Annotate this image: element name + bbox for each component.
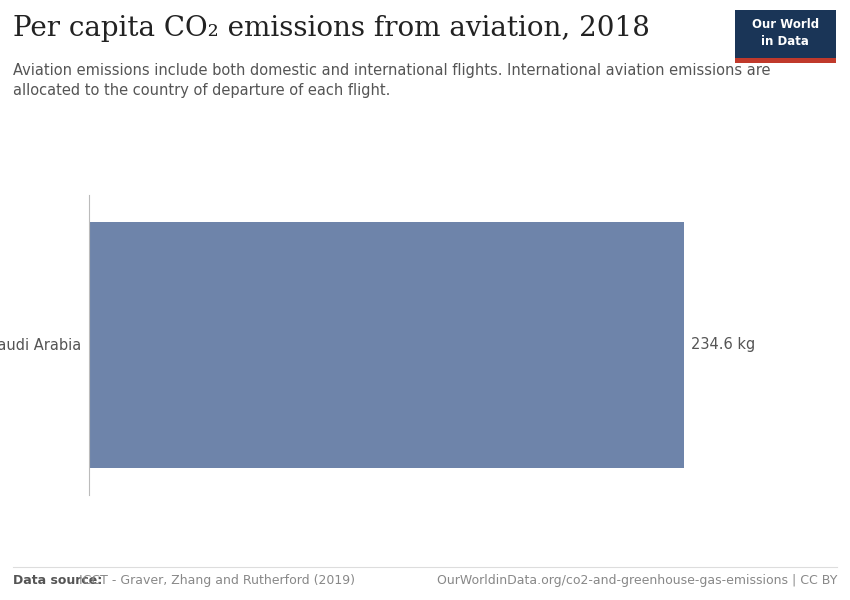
Text: Saudi Arabia: Saudi Arabia	[0, 337, 82, 352]
Text: ICCT - Graver, Zhang and Rutherford (2019): ICCT - Graver, Zhang and Rutherford (201…	[75, 574, 354, 587]
Text: Per capita CO₂ emissions from aviation, 2018: Per capita CO₂ emissions from aviation, …	[13, 15, 649, 42]
Text: 234.6 kg: 234.6 kg	[691, 337, 756, 352]
Text: OurWorldinData.org/co2-and-greenhouse-gas-emissions | CC BY: OurWorldinData.org/co2-and-greenhouse-ga…	[437, 574, 837, 587]
Text: Data source:: Data source:	[13, 574, 102, 587]
Bar	[89, 222, 683, 468]
Text: Our World
in Data: Our World in Data	[752, 18, 819, 47]
Text: Aviation emissions include both domestic and international flights. Internationa: Aviation emissions include both domestic…	[13, 63, 770, 98]
